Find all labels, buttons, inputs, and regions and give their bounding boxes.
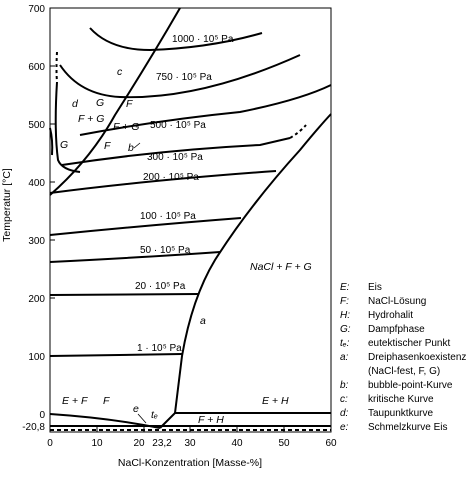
x-tick-0: 0 <box>47 438 53 449</box>
isobar-label-200: 200 · 10⁵ Pa <box>143 172 199 183</box>
isobar-1 <box>49 353 183 357</box>
isobar-750 <box>59 54 301 99</box>
ice-melting-curve <box>49 413 161 429</box>
region-e-h: E + H <box>262 395 289 407</box>
y-tick-500: 500 <box>28 120 45 131</box>
legend-text-c: kritische Kurve <box>368 394 434 405</box>
isobar-200 <box>49 170 277 194</box>
region-f-lower: F <box>104 140 111 152</box>
eutectic-point-label: tₑ <box>151 409 158 421</box>
region-g-upper: G <box>96 97 104 109</box>
curve-label-c: c <box>117 66 123 78</box>
legend-text-a2: (NaCl-fest, F, G) <box>368 366 440 377</box>
isobar-1000 <box>89 27 263 52</box>
dew-point-curve-d-small <box>49 127 54 156</box>
x-axis-label: NaCl-Konzentration [Masse-%] <box>118 457 262 469</box>
legend-text-e2: Schmelzkurve Eis <box>368 422 447 433</box>
isobar-500 <box>79 84 332 136</box>
legend-text-f: NaCl-Lösung <box>368 296 426 307</box>
legend-key-f: F: <box>340 296 349 307</box>
curve-label-d: d <box>72 98 79 110</box>
isobar-50 <box>49 251 221 263</box>
legend-key-g: G: <box>340 324 351 335</box>
x-tick-eutectic: 23,2 <box>152 438 172 449</box>
y-tick-eutectic: -20,8 <box>22 422 45 433</box>
legend-text-b: bubble-point-Kurve <box>368 380 453 391</box>
region-g-lower: G <box>60 139 68 151</box>
isobar-label-100: 100 · 10⁵ Pa <box>140 211 196 222</box>
curve-label-a: a <box>200 315 206 327</box>
y-tick-0: 0 <box>39 410 45 421</box>
critical-curve-c <box>49 7 181 196</box>
legend-key-te: tₑ: <box>340 338 350 349</box>
region-e-f: E + F <box>62 395 88 407</box>
legend-text-d: Taupunktkurve <box>368 408 433 419</box>
isobar-300 <box>61 137 291 166</box>
region-f-h: F + H <box>198 414 224 426</box>
x-tick-40: 40 <box>231 438 243 449</box>
y-tick-300: 300 <box>28 236 45 247</box>
three-phase-curve-a <box>174 113 332 414</box>
legend-key-a: a: <box>340 352 349 363</box>
region-nacl-f-g: NaCl + F + G <box>250 261 312 273</box>
isobar-20 <box>49 293 200 296</box>
curve-label-e: e <box>133 403 139 415</box>
y-tick-600: 600 <box>28 62 45 73</box>
isobar-label-1: 1 · 10⁵ Pa <box>137 343 182 354</box>
isobar-label-750: 750 · 10⁵ Pa <box>156 72 212 83</box>
legend-text-e: Eis <box>368 282 382 293</box>
legend-text-g: Dampfphase <box>368 324 425 335</box>
curve-e-pointer <box>137 413 147 424</box>
dew-point-curve-dashed <box>55 51 58 83</box>
legend-text-h: Hydrohalit <box>368 310 413 321</box>
x-tick-30: 30 <box>184 438 196 449</box>
x-tick-20: 20 <box>133 438 145 449</box>
legend-key-e: E: <box>340 282 350 293</box>
legend-key-b: b: <box>340 380 349 391</box>
y-tick-700: 700 <box>28 4 45 15</box>
region-f-upper: F <box>126 98 133 110</box>
y-axis-label: Temperatur [°C] <box>1 168 13 242</box>
y-tick-200: 200 <box>28 294 45 305</box>
x-tick-50: 50 <box>278 438 290 449</box>
isobar-100 <box>49 217 242 236</box>
y-tick-400: 400 <box>28 178 45 189</box>
isobar-label-50: 50 · 10⁵ Pa <box>140 245 191 256</box>
curve-label-b: b <box>128 142 134 154</box>
x-tick-10: 10 <box>91 438 103 449</box>
isobar-label-1000: 1000 · 10⁵ Pa <box>172 34 234 45</box>
curve-b-pointer <box>133 142 141 149</box>
legend-key-h: H: <box>340 310 350 321</box>
isobar-300-dashed <box>289 124 307 139</box>
region-f-g-left: F + G <box>78 113 104 125</box>
y-tick-marks <box>50 65 55 415</box>
legend-key-c: c: <box>340 394 348 405</box>
legend-key-e2: e: <box>340 422 349 433</box>
region-f-low: F <box>103 395 110 407</box>
legend-text-a: Dreiphasenkoexistenz <box>368 352 466 363</box>
x-tick-60: 60 <box>325 438 337 449</box>
legend-key-d: d: <box>340 408 349 419</box>
region-f-g-mid: F + G <box>113 121 139 133</box>
isobar-label-20: 20 · 10⁵ Pa <box>135 281 186 292</box>
legend: E: Eis F: NaCl-Lösung H: Hydrohalit G: D… <box>340 282 466 433</box>
legend-text-te: eutektischer Punkt <box>368 338 450 349</box>
isobar-label-500: 500 · 10⁵ Pa <box>150 120 206 131</box>
dew-point-curve-d-left <box>54 81 81 173</box>
y-tick-100: 100 <box>28 352 45 363</box>
isobar-label-300: 300 · 10⁵ Pa <box>147 152 203 163</box>
